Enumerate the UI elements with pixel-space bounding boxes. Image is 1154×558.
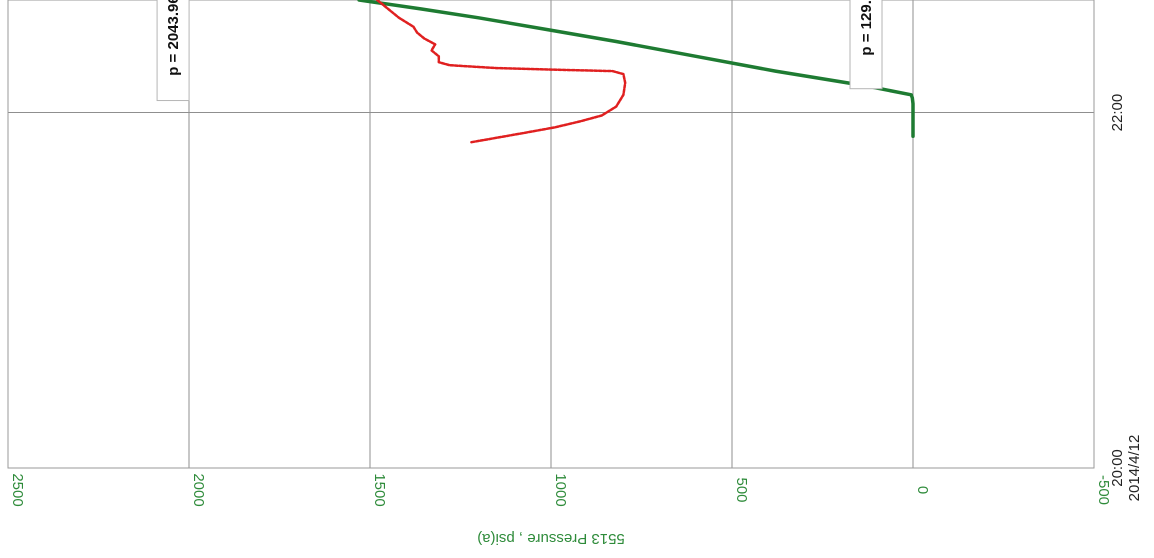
x-tick-label: 22:00 (1109, 94, 1126, 132)
annotation-box (849, 0, 883, 90)
series-group (168, 0, 915, 144)
y-tick-labels: 2500 2000 1500 1000 500 0 -500 (9, 473, 1112, 506)
y-tick-label: -500 (1095, 475, 1112, 505)
y-tick-label: 1500 (371, 473, 388, 506)
y-tick-label: 500 (733, 477, 750, 502)
y-tick-label: 1000 (552, 473, 569, 506)
x-tick-labels: 20:00 2014/4/12 22:00 (1109, 94, 1143, 502)
series-line-green (357, 0, 915, 139)
annotations-group: p = 2043.96 p = 129.8 (156, 0, 883, 102)
annotation-label: p = 2043.96 (165, 0, 182, 76)
series-line-red (375, 0, 627, 144)
annotation-label: p = 129.8 (858, 0, 875, 56)
x-tick-label: 20:00 (1109, 449, 1126, 487)
annotation-box (156, 0, 190, 102)
x-tick-label: 2014/4/12 (1126, 435, 1143, 502)
y-tick-label: 2500 (9, 473, 26, 506)
y-tick-label: 0 (914, 486, 931, 494)
y-tick-label: 2000 (190, 473, 207, 506)
plot-frame (7, 0, 1095, 469)
y-axis-label: 5513 Pressure , psi(a) (477, 530, 625, 547)
